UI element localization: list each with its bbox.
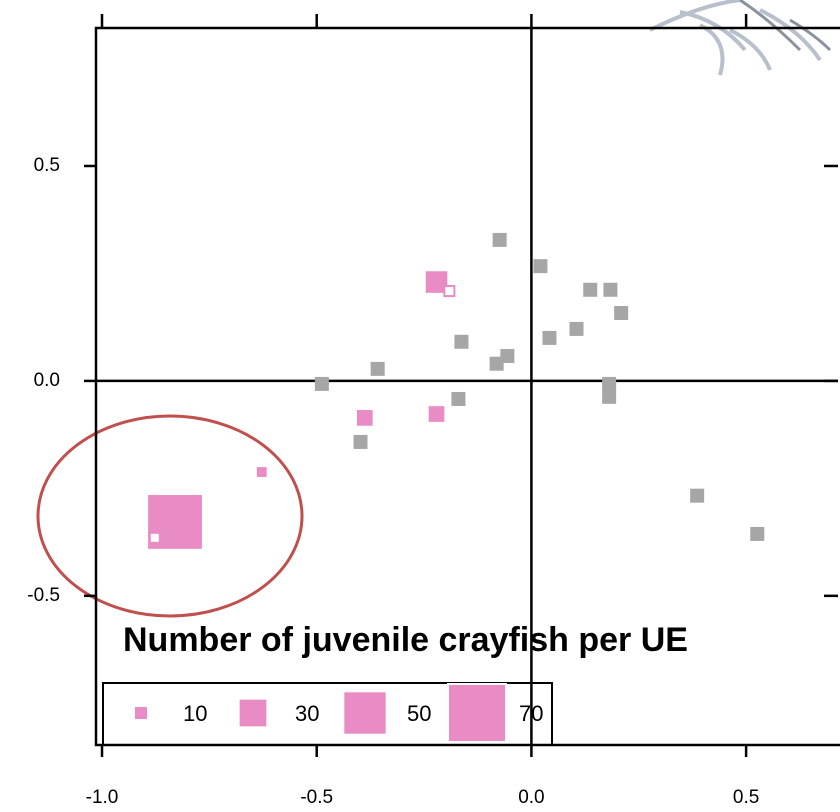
legend-title: Number of juvenile crayfish per UE [123, 621, 688, 659]
x-tick-label: 0.5 [733, 787, 759, 808]
point [603, 282, 618, 297]
point [423, 269, 450, 295]
point [489, 356, 504, 371]
point [426, 404, 447, 424]
legend-label: 70 [519, 701, 543, 726]
point [690, 488, 705, 503]
legend-symbol [132, 704, 150, 722]
point [602, 376, 617, 391]
legend-symbol [237, 697, 269, 729]
point [370, 361, 385, 376]
legend-symbol [446, 682, 508, 744]
point [148, 531, 161, 544]
legend-label: 50 [407, 701, 431, 726]
y-tick-label: 0.0 [34, 370, 60, 391]
legend-label: 30 [295, 701, 319, 726]
point [602, 389, 617, 404]
point [454, 334, 469, 349]
point [451, 391, 466, 406]
point [353, 434, 368, 449]
point [492, 232, 507, 247]
y-tick-label: 0.5 [34, 155, 60, 176]
point [614, 305, 629, 320]
x-tick-label: -1.0 [86, 787, 119, 808]
x-tick-label: -0.5 [300, 787, 333, 808]
plot-frame [94, 26, 840, 747]
crayfish-image [649, 0, 832, 76]
point [500, 348, 515, 363]
point [314, 376, 329, 391]
point [354, 408, 375, 428]
legend-label: 10 [183, 701, 207, 726]
point [750, 526, 765, 541]
y-tick-label: -0.5 [27, 585, 60, 606]
legend-symbol [342, 690, 388, 736]
point [533, 259, 548, 274]
highlight-ellipse [36, 414, 304, 618]
point [254, 465, 269, 479]
x-tick-label: 0.0 [518, 787, 544, 808]
point [569, 321, 584, 336]
point [583, 282, 598, 297]
point [443, 285, 456, 298]
point [542, 330, 557, 345]
